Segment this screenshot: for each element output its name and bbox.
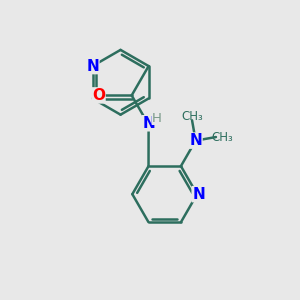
Text: H: H — [152, 112, 162, 125]
Text: O: O — [92, 88, 105, 103]
Text: N: N — [192, 187, 205, 202]
Text: CH₃: CH₃ — [181, 110, 203, 123]
Text: N: N — [142, 116, 155, 131]
Text: N: N — [189, 133, 202, 148]
Text: CH₃: CH₃ — [212, 130, 233, 143]
Text: N: N — [86, 58, 99, 74]
